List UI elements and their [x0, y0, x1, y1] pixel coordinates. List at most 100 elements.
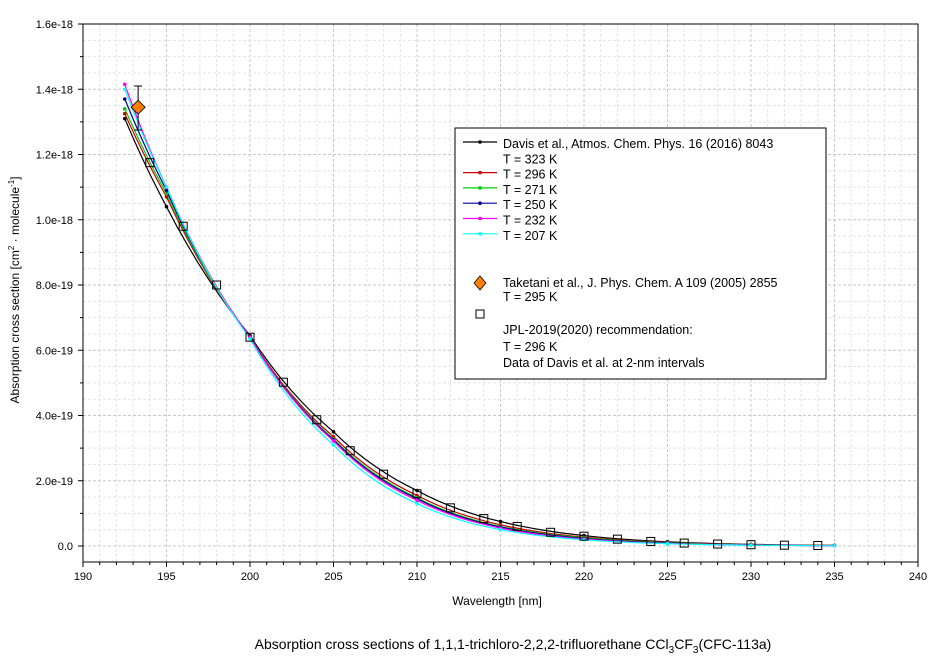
- series-point-t-323-k: [164, 204, 169, 209]
- series-point-t-207-k: [415, 501, 419, 506]
- jpl-point: [646, 536, 656, 546]
- series-point-t-296-k: [164, 195, 169, 199]
- series-point-t-207-k: [832, 543, 837, 548]
- y-axis-label-mid: · molecule: [8, 187, 22, 246]
- jpl-point: [178, 221, 188, 231]
- jpl-point: [445, 503, 455, 513]
- x-tick-label: 200: [241, 571, 259, 583]
- series-point-t-207-k: [749, 543, 753, 547]
- series-point-t-323-k: [122, 116, 127, 121]
- jpl-point: [479, 514, 489, 524]
- series-point-t-296-k: [122, 111, 127, 116]
- y-tick-label: 1.4e-18: [36, 84, 73, 96]
- legend-label-t-207-k: T = 207 K: [503, 229, 558, 243]
- series-point-t-323-k: [331, 430, 336, 434]
- x-tick-label: 230: [742, 571, 760, 583]
- y-axis-label-suffix: ]: [8, 176, 22, 179]
- series-point-t-323-k: [415, 488, 419, 493]
- x-tick-label: 235: [825, 571, 843, 583]
- y-tick-label: 4.0e-19: [36, 411, 73, 423]
- jpl-point: [779, 540, 789, 550]
- caption-suffix: (CFC-113a): [698, 636, 772, 652]
- series-point-t-207-k: [331, 443, 336, 447]
- legend-label-t-232-k: T = 232 K: [503, 214, 558, 228]
- x-tick-label: 195: [157, 571, 175, 583]
- jpl-point: [212, 280, 222, 290]
- x-tick-label: 190: [74, 571, 92, 583]
- legend-swatch-dot-t-232-k: [478, 216, 482, 221]
- legend-label-t-296-k: T = 296 K: [503, 168, 558, 182]
- marks-layer: [122, 82, 837, 551]
- jpl-point: [813, 541, 823, 551]
- series-point-t-271-k: [122, 107, 127, 111]
- legend-series: T = 323 K T = 296 KT = 271 KT = 250 K T = …: [463, 140, 558, 319]
- legend-taketani-marker: [473, 275, 487, 291]
- axes: 190 195 200 205 210 215 220 225 230 235 240 0.0 2.0e…: [36, 19, 927, 583]
- jpl-point: [345, 446, 355, 456]
- series-point-t-207-k: [122, 87, 127, 92]
- chart-caption: Absorption cross sections of 1,1,1-trich…: [0, 636, 942, 656]
- legend-swatch-dot-t-207-k: [478, 232, 482, 236]
- caption-sub1: 3: [668, 644, 675, 656]
- jpl-point: [145, 158, 155, 168]
- y-axis-label-prefix: Absorption cross section [cm: [8, 250, 22, 403]
- y-tick-label: 8.0e-19: [36, 280, 73, 292]
- jpl-point: [312, 415, 322, 425]
- taketani-point: [130, 99, 146, 115]
- series-line-t-207-k: [124, 88, 835, 547]
- legend-swatch-dot-t-296-k: [478, 170, 482, 175]
- legend-swatch-dot-t-271-k: [478, 186, 482, 190]
- series-point-t-323-k: [498, 519, 503, 524]
- legend-jpl-note: Data of Davis et al. at 2-nm intervals: [503, 356, 704, 370]
- series-point-t-250-k: [164, 188, 169, 193]
- series-point-t-207-k: [665, 541, 670, 546]
- x-tick-label: 220: [575, 571, 593, 583]
- series-point-t-232-k: [415, 498, 419, 503]
- y-tick-label: 1.6e-18: [36, 19, 73, 31]
- y-tick-label: 0.0: [58, 541, 73, 553]
- series-point-t-232-k: [331, 439, 336, 443]
- series-point-t-207-k: [248, 337, 252, 341]
- jpl-point: [546, 527, 556, 537]
- jpl-point: [746, 540, 756, 550]
- series-point-t-271-k: [164, 191, 169, 196]
- jpl-point: [379, 469, 389, 479]
- legend-box: [454, 127, 827, 380]
- series-point-t-250-k: [122, 97, 127, 101]
- legend-label-t-250-k: T = 250 K: [503, 198, 558, 212]
- series-point-t-207-k: [498, 527, 503, 532]
- caption-prefix: Absorption cross sections of 1,1,1-trich…: [254, 636, 669, 652]
- y-axis-label-sup2: -1: [7, 179, 16, 187]
- legend-taketani-temp: T = 295 K: [503, 290, 558, 304]
- series-point-t-207-k: [164, 185, 169, 189]
- legend-label-t-323-k: T = 323 K: [503, 152, 558, 166]
- legend-taketani-label: Taketani et al., J. Phys. Chem. A 109 (2…: [503, 276, 778, 290]
- x-tick-label: 240: [909, 571, 927, 583]
- x-tick-label: 215: [491, 571, 509, 583]
- legend-swatch-dot-t-323-k: [478, 140, 482, 144]
- x-tick-label: 210: [408, 571, 426, 583]
- jpl-point: [245, 332, 255, 342]
- caption-mid: CF: [674, 636, 693, 652]
- x-tick-label: 225: [658, 571, 676, 583]
- y-axis-label: Absorption cross section [cm2 · molecule…: [7, 176, 22, 403]
- legend-swatch-dot-t-250-k: [478, 201, 482, 205]
- jpl-point: [713, 539, 723, 549]
- jpl-point: [512, 521, 522, 531]
- jpl-point: [412, 489, 422, 499]
- legend: Davis et al., Atmos. Chem. Phys. 16 (201…: [454, 127, 827, 380]
- y-axis-label-sup1: 2: [7, 245, 16, 250]
- y-tick-label: 6.0e-19: [36, 345, 73, 357]
- series-point-t-232-k: [122, 82, 127, 87]
- legend-jpl-label: JPL-2019(2020) recommendation:: [503, 323, 693, 337]
- y-tick-label: 1.0e-18: [36, 215, 73, 227]
- jpl-point: [679, 538, 689, 548]
- legend-label-t-271-k: T = 271 K: [503, 183, 558, 197]
- jpl-point: [579, 531, 589, 541]
- jpl-point: [278, 377, 288, 387]
- legend-jpl-temp: T = 296 K: [503, 340, 558, 354]
- legend-header: Davis et al., Atmos. Chem. Phys. 16 (201…: [503, 137, 773, 151]
- y-tick-label: 2.0e-19: [36, 476, 73, 488]
- caption-sub2: 3: [692, 644, 699, 656]
